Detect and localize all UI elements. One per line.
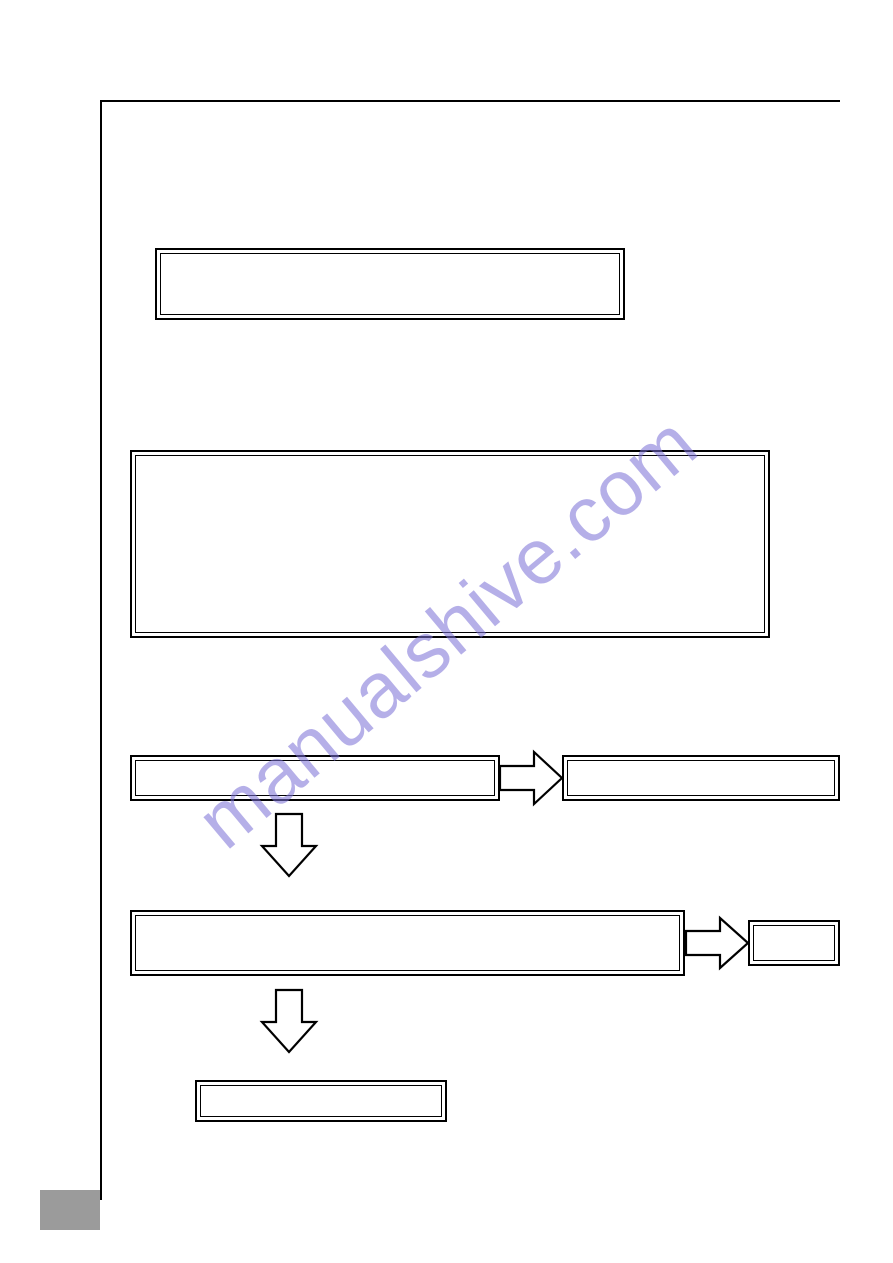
arrow-right-2 xyxy=(684,914,750,972)
flow-box-4r xyxy=(748,920,840,966)
page-tab xyxy=(40,1190,100,1230)
arrow-right-1 xyxy=(498,748,564,808)
flow-box-4 xyxy=(130,910,685,976)
arrow-down-1 xyxy=(258,812,320,878)
arrow-down-2 xyxy=(258,988,320,1054)
flow-box-5 xyxy=(195,1080,447,1122)
flow-box-3r xyxy=(562,755,840,801)
flow-box-3 xyxy=(130,755,500,801)
flow-box-1 xyxy=(155,248,625,320)
flow-box-2 xyxy=(130,450,770,638)
